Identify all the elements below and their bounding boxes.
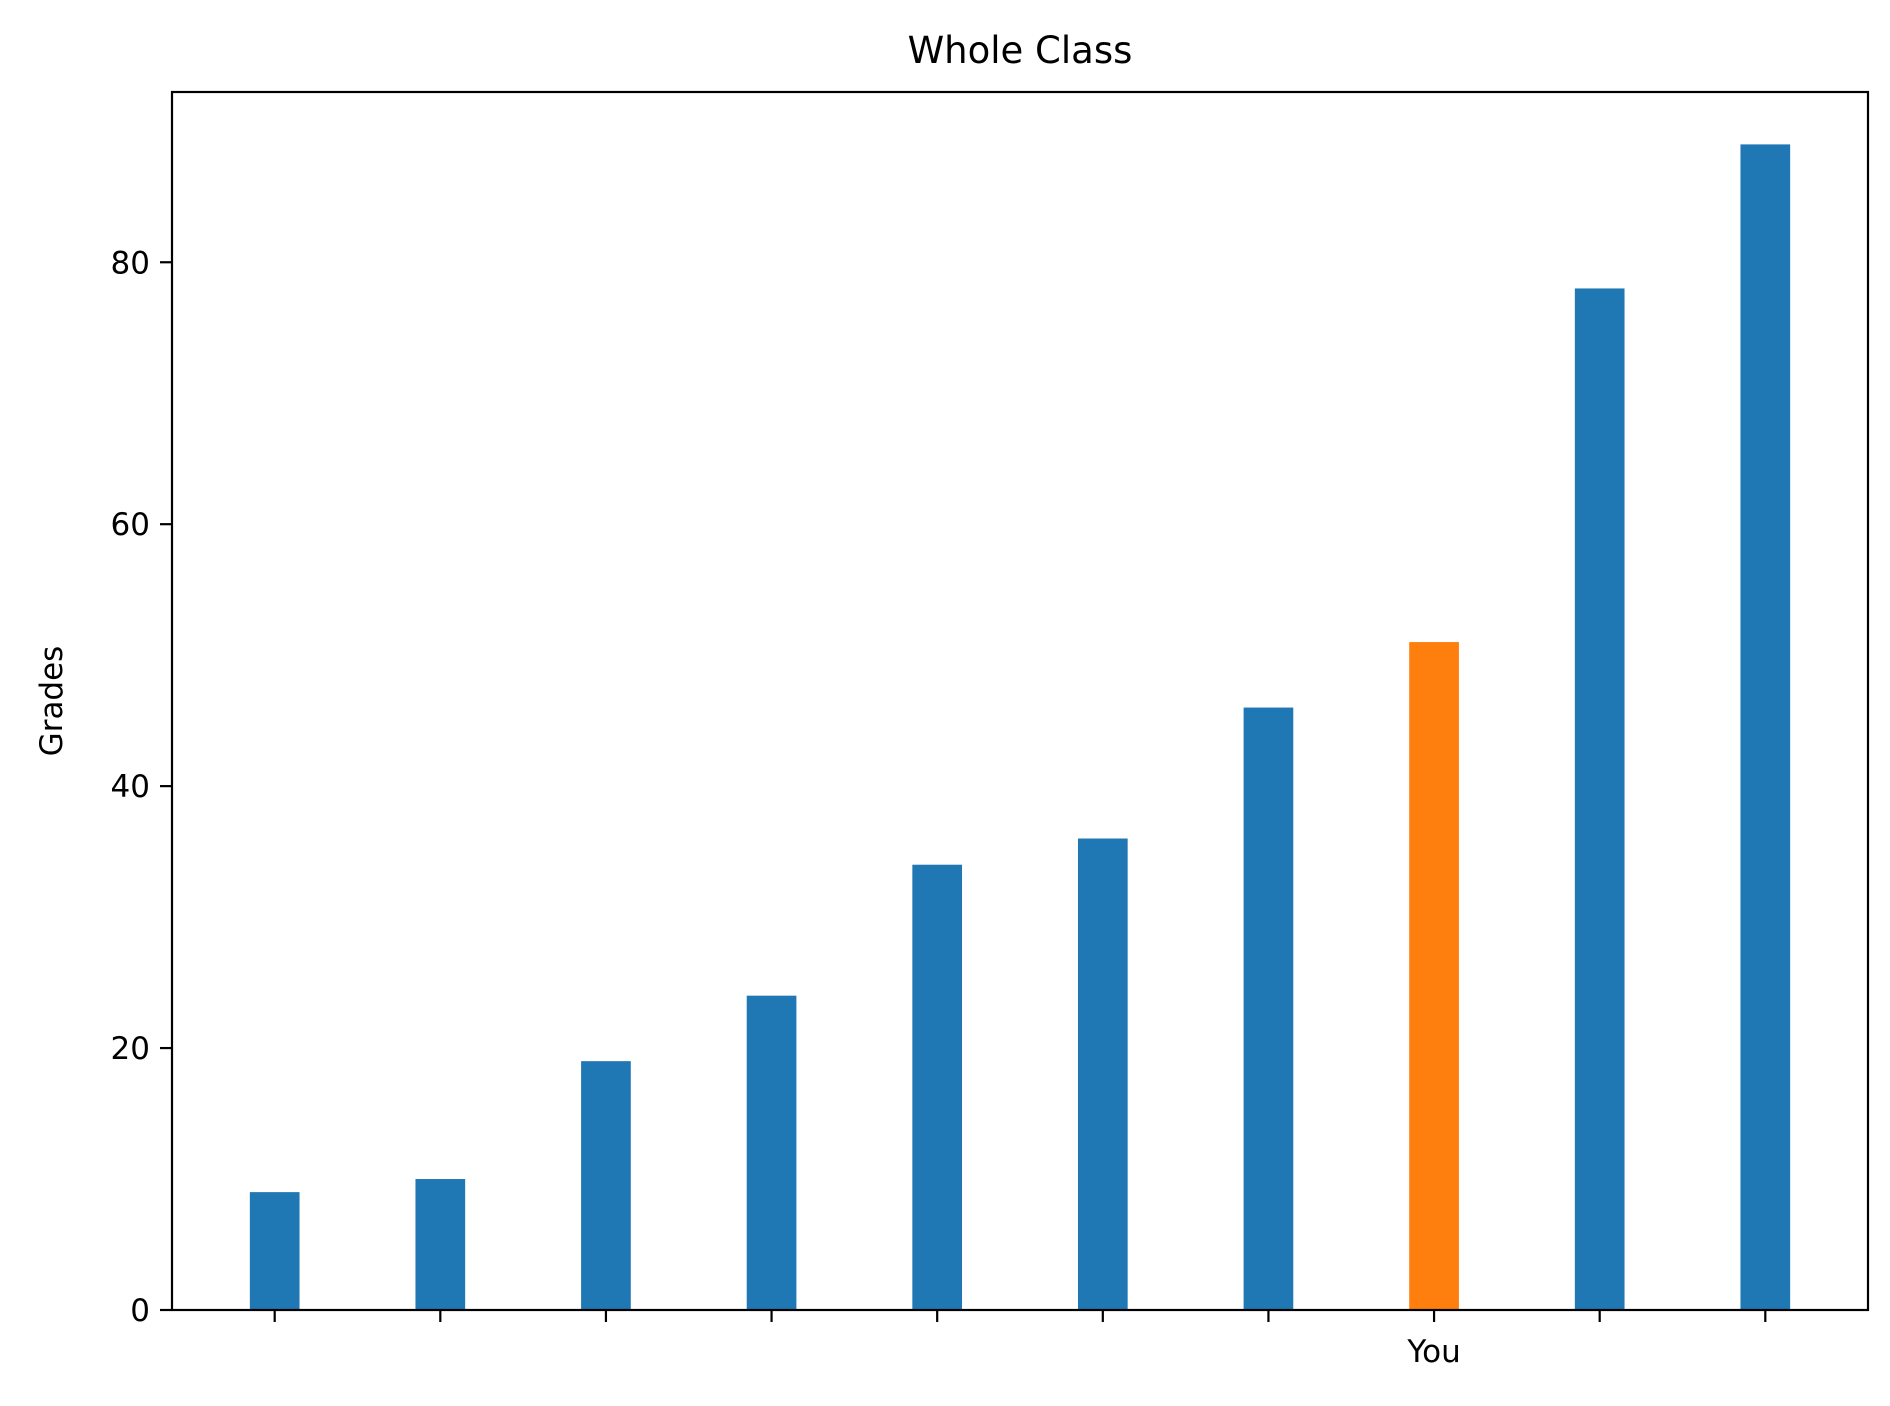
y-tick-label: 0 xyxy=(130,1293,150,1329)
bar xyxy=(1243,707,1294,1310)
bar xyxy=(249,1192,300,1310)
bar xyxy=(1077,838,1128,1310)
y-tick-label: 20 xyxy=(111,1031,150,1067)
y-tick-label: 80 xyxy=(111,245,150,281)
axes: 0 20 40 60 80 You xyxy=(111,90,1870,1370)
bar xyxy=(912,864,963,1310)
bars xyxy=(249,144,1791,1311)
bar xyxy=(1740,144,1791,1311)
bar xyxy=(581,1061,631,1310)
y-axis-label: Grades xyxy=(34,646,70,757)
bar-you xyxy=(1409,642,1459,1310)
bar xyxy=(1574,288,1625,1310)
chart-title: Whole Class xyxy=(908,29,1133,72)
y-tick-label: 40 xyxy=(111,769,150,805)
bar xyxy=(415,1179,466,1310)
plot-frame xyxy=(170,90,1870,1312)
x-tick-label: You xyxy=(1406,1334,1460,1370)
bar xyxy=(746,995,797,1310)
y-tick-label: 60 xyxy=(111,507,150,543)
